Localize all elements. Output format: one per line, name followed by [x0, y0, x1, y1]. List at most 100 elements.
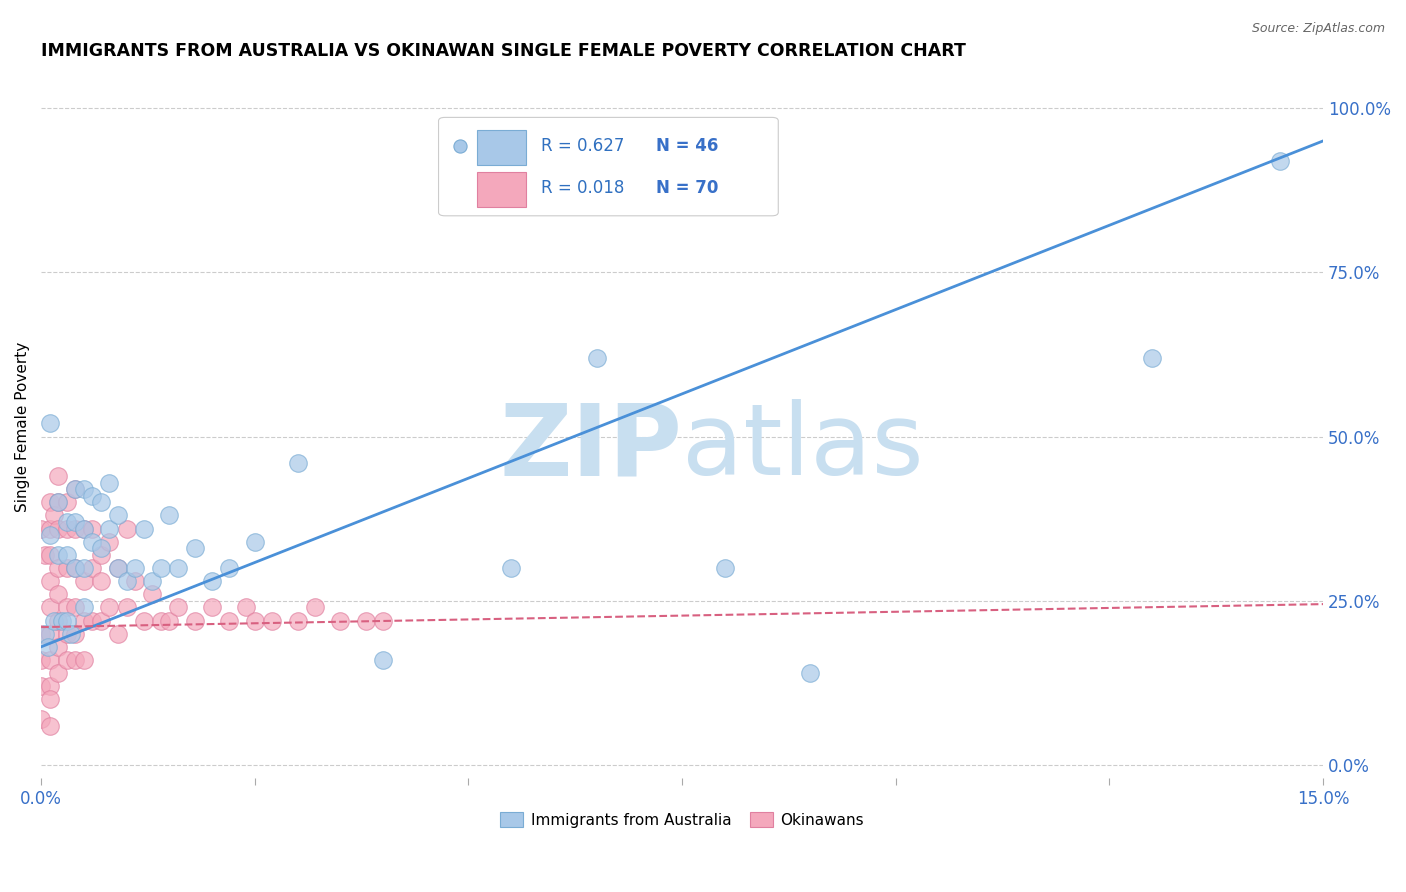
Point — [73, 482, 96, 496]
Point — [167, 561, 190, 575]
Point — [55, 515, 77, 529]
Point — [260, 614, 283, 628]
Point — [38, 548, 60, 562]
Text: Source: ZipAtlas.com: Source: ZipAtlas.com — [1251, 22, 1385, 36]
Point — [235, 600, 257, 615]
Point — [73, 614, 96, 628]
Point — [167, 600, 190, 615]
Point — [46, 522, 69, 536]
Point — [46, 614, 69, 628]
Point — [73, 522, 96, 536]
Point — [82, 489, 104, 503]
Point — [287, 614, 309, 628]
Text: N = 46: N = 46 — [657, 136, 718, 154]
Point — [90, 614, 112, 628]
Point — [46, 495, 69, 509]
Point — [46, 640, 69, 654]
Point — [371, 614, 394, 628]
Point — [46, 666, 69, 681]
Point — [73, 653, 96, 667]
Text: R = 0.018: R = 0.018 — [541, 178, 624, 197]
Point — [55, 522, 77, 536]
Point — [585, 351, 607, 365]
Point — [132, 522, 155, 536]
Point — [38, 626, 60, 640]
Point — [55, 548, 77, 562]
Point — [1270, 153, 1292, 168]
Point — [42, 614, 65, 628]
FancyBboxPatch shape — [439, 118, 779, 216]
Point — [37, 640, 59, 654]
Legend: Immigrants from Australia, Okinawans: Immigrants from Australia, Okinawans — [494, 806, 870, 834]
Point — [38, 692, 60, 706]
Point — [65, 515, 87, 529]
Point — [201, 574, 224, 588]
Point — [115, 600, 138, 615]
Point — [799, 666, 821, 681]
Point — [46, 469, 69, 483]
Point — [90, 574, 112, 588]
Point — [287, 456, 309, 470]
Point — [184, 614, 207, 628]
Point — [55, 653, 77, 667]
Point — [157, 508, 180, 523]
Point — [98, 534, 121, 549]
Point — [98, 600, 121, 615]
Point — [218, 561, 240, 575]
Point — [65, 482, 87, 496]
Point — [38, 528, 60, 542]
Point — [65, 561, 87, 575]
Point — [149, 561, 172, 575]
Point — [46, 495, 69, 509]
Point — [46, 587, 69, 601]
Point — [714, 561, 737, 575]
Point — [107, 508, 129, 523]
Point — [90, 548, 112, 562]
Point — [38, 522, 60, 536]
Point — [371, 653, 394, 667]
Point — [90, 541, 112, 556]
Point — [73, 600, 96, 615]
Point — [1140, 351, 1163, 365]
Point — [42, 508, 65, 523]
Point — [38, 600, 60, 615]
Point — [51, 614, 73, 628]
Point — [38, 495, 60, 509]
FancyBboxPatch shape — [477, 172, 526, 207]
Point — [65, 626, 87, 640]
Point — [90, 495, 112, 509]
Point — [304, 600, 326, 615]
Point — [38, 653, 60, 667]
Point — [82, 614, 104, 628]
Text: IMMIGRANTS FROM AUSTRALIA VS OKINAWAN SINGLE FEMALE POVERTY CORRELATION CHART: IMMIGRANTS FROM AUSTRALIA VS OKINAWAN SI… — [41, 42, 966, 60]
Point — [65, 600, 87, 615]
Point — [243, 614, 266, 628]
Point — [132, 614, 155, 628]
Point — [149, 614, 172, 628]
Point — [201, 600, 224, 615]
Point — [46, 561, 69, 575]
Point — [34, 548, 56, 562]
Point — [38, 417, 60, 431]
Point — [124, 561, 146, 575]
Point — [73, 522, 96, 536]
Point — [124, 574, 146, 588]
Point — [30, 522, 52, 536]
Point — [82, 561, 104, 575]
Point — [65, 653, 87, 667]
Point — [98, 475, 121, 490]
Point — [218, 614, 240, 628]
Point — [141, 574, 163, 588]
Point — [73, 574, 96, 588]
Point — [65, 522, 87, 536]
Point — [354, 614, 377, 628]
Point — [65, 482, 87, 496]
Y-axis label: Single Female Poverty: Single Female Poverty — [15, 342, 30, 512]
Point — [141, 587, 163, 601]
Point — [38, 719, 60, 733]
Point — [157, 614, 180, 628]
Point — [65, 561, 87, 575]
Text: N = 70: N = 70 — [657, 178, 718, 197]
Point — [38, 679, 60, 693]
Point — [55, 614, 77, 628]
